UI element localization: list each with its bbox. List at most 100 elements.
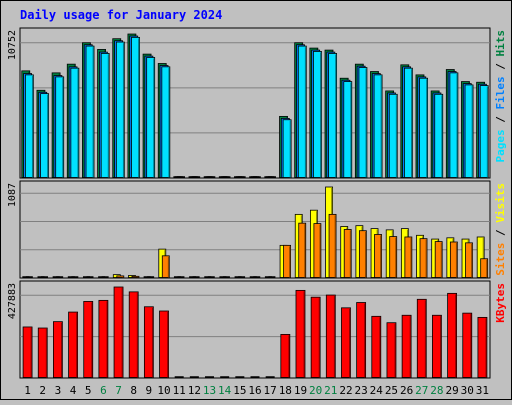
panel-0-pages-bar-day-22: [343, 81, 353, 178]
series-label-sites: Sites: [494, 243, 507, 276]
panel-2-kbytes-bar-day-2: [37, 327, 48, 378]
x-tick-label-day-29: 29: [445, 384, 458, 397]
panel-0-pages-bar-day-20: [313, 51, 322, 178]
x-tick-label-day-11: 11: [173, 384, 186, 397]
chart-title: Daily usage for January 2024: [20, 8, 222, 22]
series-label-separator: /: [494, 110, 507, 130]
panel-2-kbytes-bar-day-22: [341, 307, 351, 378]
panel-0-pages-bar-day-19: [297, 45, 307, 178]
x-tick-label-day-8: 8: [130, 384, 137, 397]
series-label-separator: /: [494, 57, 507, 77]
panel-2-kbytes-bar-day-28: [432, 314, 442, 378]
panel-1-sites-bar-day-26: [404, 236, 413, 278]
panel-2-kbytes-bar-day-23: [356, 302, 367, 378]
panel-2-kbytes-bar-day-25: [386, 322, 397, 378]
panel-2-kbytes-bar-day-31: [477, 316, 488, 378]
x-tick-label-day-31: 31: [476, 384, 489, 397]
x-tick-label-day-22: 22: [339, 384, 352, 397]
series-label-pages: Pages: [494, 129, 507, 162]
x-tick-label-day-3: 3: [55, 384, 62, 397]
x-tick-label-day-6: 6: [100, 384, 107, 397]
panel-1-ymax-label: 1087: [7, 183, 18, 207]
panel-1-sites-bar-day-19: [298, 222, 307, 278]
panel-0-pages-bar-day-10: [161, 66, 171, 178]
panel-0-ymax-label: 10752: [7, 30, 18, 60]
x-tick-label-day-15: 15: [233, 384, 246, 397]
x-tick-label-day-4: 4: [70, 384, 77, 397]
panel-2-ymax-label: 427883: [7, 283, 18, 319]
panel-0-pages-bar-day-31: [479, 85, 489, 178]
panel-2-kbytes-bar-day-18: [280, 334, 291, 378]
panel-0-pages-bar-day-27: [419, 77, 428, 178]
panel-1-sites-bar-day-21: [328, 213, 337, 278]
panel-0-pages-bar-day-4: [70, 67, 80, 178]
panel-0-pages-bar-day-1: [24, 74, 34, 178]
panel-2-kbytes-bar-day-6: [98, 299, 109, 378]
panel-2-kbytes-bar-day-30: [462, 312, 473, 378]
x-tick-label-day-18: 18: [279, 384, 292, 397]
panel-2-kbytes-bar-day-3: [53, 321, 63, 378]
x-tick-label-day-28: 28: [430, 384, 443, 397]
x-tick-label-day-14: 14: [218, 384, 232, 397]
panel-0-pages-bar-day-25: [388, 93, 398, 178]
panel-2-series-label: KBytes: [494, 283, 507, 323]
x-tick-label-day-30: 30: [461, 384, 474, 397]
panel-1-sites-bar-day-20: [313, 223, 322, 278]
panel-2-kbytes-bar-day-26: [401, 314, 412, 378]
x-tick-label-day-19: 19: [294, 384, 307, 397]
series-label-hits: Hits: [494, 30, 507, 57]
x-tick-label-day-27: 27: [415, 384, 428, 397]
panel-0-pages-bar-day-29: [449, 72, 459, 178]
x-tick-label-day-13: 13: [203, 384, 216, 397]
panel-1-sites-bar-day-30: [465, 242, 473, 278]
panel-1-sites-bar-day-31: [480, 258, 489, 278]
panel-1-sites-bar-day-25: [389, 236, 398, 278]
series-label-kbytes: KBytes: [494, 283, 507, 323]
panel-0-pages-bar-day-26: [404, 67, 413, 178]
panel-2-kbytes-bar-day-1: [22, 326, 33, 378]
series-label-visits: Visits: [494, 183, 507, 223]
x-tick-label-day-20: 20: [309, 384, 322, 397]
panel-1-sites-bar-day-29: [449, 241, 458, 278]
panel-1-sites-bar-day-18: [283, 244, 291, 278]
x-tick-label-day-9: 9: [146, 384, 153, 397]
x-tick-label-day-1: 1: [24, 384, 31, 397]
panel-0-pages-bar-day-30: [464, 84, 474, 178]
panel-1-series-label: Sites / Visits: [494, 183, 507, 276]
panel-2-kbytes-bar-day-19: [295, 289, 306, 378]
x-tick-label-day-10: 10: [157, 384, 170, 397]
panel-2-kbytes-bar-day-29: [447, 292, 457, 378]
x-tick-label-day-2: 2: [39, 384, 46, 397]
panel-1-sites-bar-day-8: [131, 275, 140, 278]
panel-1-sites-bar-day-24: [374, 234, 382, 278]
panel-2-kbytes-bar-day-8: [128, 291, 139, 378]
x-tick-label-day-5: 5: [85, 384, 92, 397]
panel-2-kbytes-bar-day-20: [310, 296, 321, 378]
series-label-files: Files: [494, 76, 507, 109]
panel-1-sites-bar-day-7: [116, 275, 125, 278]
panel-2-kbytes-bar-day-24: [371, 315, 382, 378]
x-tick-label-day-17: 17: [264, 384, 277, 397]
panel-0-pages-bar-day-28: [434, 93, 444, 178]
x-tick-label-day-7: 7: [115, 384, 122, 397]
panel-2-kbytes-bar-day-7: [113, 286, 124, 378]
panel-1-sites-bar-day-28: [434, 241, 443, 278]
panel-0-pages-bar-day-5: [85, 45, 95, 178]
panel-0-series-label: Pages / Files / Hits: [494, 30, 507, 163]
panel-1-sites-bar-day-22: [343, 229, 352, 278]
panel-0-pages-bar-day-9: [146, 57, 156, 178]
x-tick-label-day-21: 21: [324, 384, 337, 397]
panel-1-sites-bar-day-27: [419, 238, 428, 278]
panel-0-pages-bar-day-8: [131, 36, 140, 178]
x-tick-label-day-16: 16: [248, 384, 261, 397]
panel-0-pages-bar-day-21: [328, 53, 338, 178]
panel-2-kbytes-bar-day-5: [83, 301, 94, 378]
x-tick-label-day-24: 24: [370, 384, 384, 397]
panel-0-pages-bar-day-23: [358, 67, 368, 178]
panel-2-kbytes-bar-day-21: [325, 294, 336, 378]
panel-0-pages-bar-day-7: [115, 41, 125, 178]
panel-0-pages-bar-day-2: [40, 93, 49, 178]
panel-2-kbytes-bar-day-27: [416, 298, 427, 378]
